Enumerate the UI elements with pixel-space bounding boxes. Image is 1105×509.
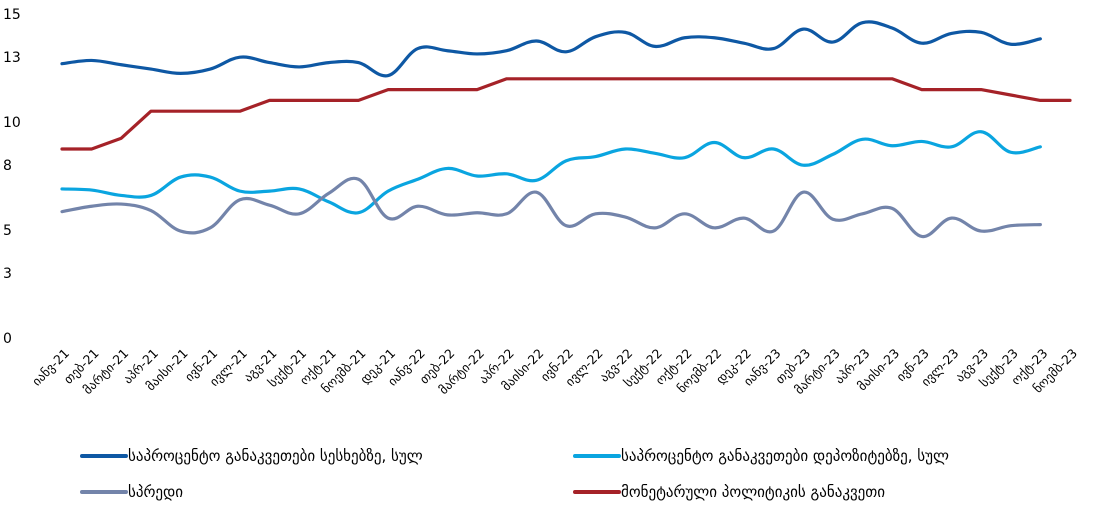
- legend-label: საპროცენტო განაკვეთები სესხებზე, სულ: [128, 447, 423, 465]
- legend: საპროცენტო განაკვეთები სესხებზე, სულ საპრ…: [80, 447, 949, 501]
- y-tick-label: 3: [3, 266, 12, 282]
- y-tick-label: 13: [3, 50, 21, 66]
- x-axis: იანვ-21თებ-21მარტი-21აპრ-21მაისი-21ივნ-2…: [29, 346, 1080, 398]
- legend-item-loans: საპროცენტო განაკვეთები სესხებზე, სულ: [80, 447, 423, 465]
- legend-label: სპრედი: [128, 483, 183, 501]
- legend-label: მონეტარული პოლიტიკის განაკვეთი: [621, 483, 885, 501]
- y-tick-label: 0: [3, 331, 12, 347]
- loans-rate-line: [60, 20, 1042, 78]
- legend-item-spread: სპრედი: [80, 483, 183, 501]
- legend-item-policy: მონეტარული პოლიტიკის განაკვეთი: [573, 483, 885, 501]
- y-tick-label: 10: [3, 115, 21, 131]
- deposits-rate-line: [60, 130, 1042, 215]
- y-tick-label: 5: [3, 223, 12, 239]
- y-axis: 0 3 5 8 10 13 15: [3, 7, 21, 347]
- legend-item-deposits: საპროცენტო განაკვეთები დეპოზიტებზე, სულ: [573, 447, 949, 465]
- legend-label: საპროცენტო განაკვეთები დეპოზიტებზე, სულ: [621, 447, 949, 465]
- series-layer: [60, 20, 1072, 239]
- y-tick-label: 8: [3, 158, 12, 174]
- y-tick-label: 15: [3, 7, 21, 23]
- spread-line: [60, 176, 1042, 239]
- policy-rate-line: [60, 77, 1072, 151]
